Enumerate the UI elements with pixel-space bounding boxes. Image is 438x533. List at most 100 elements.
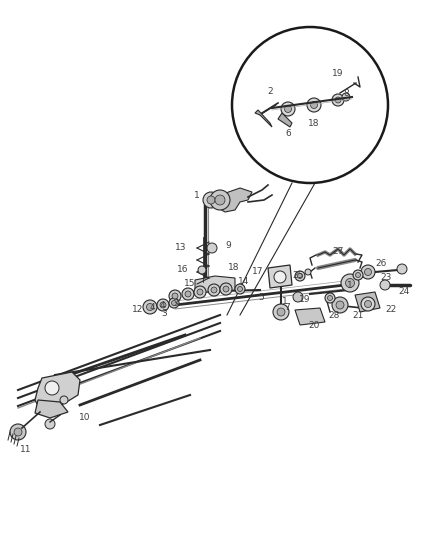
Circle shape — [364, 269, 371, 276]
Circle shape — [360, 297, 374, 311]
Circle shape — [306, 98, 320, 112]
Circle shape — [197, 289, 202, 295]
Circle shape — [169, 290, 180, 302]
Circle shape — [273, 271, 285, 283]
Text: 14: 14 — [237, 278, 249, 287]
Text: 4: 4 — [149, 303, 155, 311]
Circle shape — [45, 381, 59, 395]
Text: 22: 22 — [384, 305, 396, 314]
Circle shape — [45, 419, 55, 429]
Text: 18: 18 — [227, 263, 239, 272]
Text: 19: 19 — [332, 69, 343, 77]
Circle shape — [146, 303, 153, 311]
Circle shape — [379, 280, 389, 290]
Circle shape — [198, 266, 205, 274]
Circle shape — [360, 265, 374, 279]
Circle shape — [355, 272, 360, 278]
Circle shape — [10, 424, 26, 440]
Circle shape — [331, 297, 347, 313]
Text: 1: 1 — [194, 190, 200, 199]
Text: 12: 12 — [132, 305, 143, 314]
Circle shape — [208, 284, 219, 296]
Polygon shape — [35, 400, 68, 418]
Circle shape — [169, 298, 179, 308]
Circle shape — [272, 304, 288, 320]
Text: 24: 24 — [397, 287, 408, 296]
Polygon shape — [194, 276, 234, 292]
Circle shape — [202, 192, 219, 208]
Circle shape — [341, 93, 349, 101]
Circle shape — [215, 195, 225, 205]
Circle shape — [284, 106, 291, 112]
Text: 11: 11 — [20, 446, 32, 455]
Circle shape — [324, 293, 334, 303]
Circle shape — [327, 295, 332, 301]
Circle shape — [159, 302, 166, 308]
Circle shape — [310, 101, 317, 109]
Circle shape — [219, 283, 231, 295]
Text: 5: 5 — [258, 294, 263, 303]
Circle shape — [280, 102, 294, 116]
Circle shape — [292, 292, 302, 302]
Circle shape — [207, 196, 215, 204]
Circle shape — [297, 273, 302, 279]
Text: 17: 17 — [251, 268, 262, 277]
Circle shape — [182, 288, 194, 300]
Text: 26: 26 — [374, 260, 385, 269]
Circle shape — [184, 291, 191, 297]
Polygon shape — [218, 188, 251, 212]
Text: 20: 20 — [307, 321, 319, 330]
Polygon shape — [267, 265, 291, 288]
Circle shape — [223, 286, 229, 292]
Circle shape — [345, 279, 354, 287]
Circle shape — [276, 308, 284, 316]
Text: 19: 19 — [298, 295, 309, 304]
Circle shape — [157, 299, 169, 311]
Circle shape — [172, 293, 177, 299]
Polygon shape — [254, 110, 272, 127]
Text: 1: 1 — [282, 297, 287, 306]
Text: 25: 25 — [292, 271, 303, 279]
Circle shape — [14, 428, 22, 436]
Text: 18: 18 — [307, 118, 319, 127]
Circle shape — [352, 270, 362, 280]
Circle shape — [209, 190, 230, 210]
Text: 8: 8 — [343, 88, 348, 98]
Polygon shape — [277, 113, 291, 127]
Text: 10: 10 — [79, 414, 91, 423]
Circle shape — [234, 284, 244, 294]
Circle shape — [194, 286, 205, 298]
Circle shape — [334, 97, 340, 103]
Circle shape — [211, 287, 216, 293]
Circle shape — [294, 271, 304, 281]
Polygon shape — [35, 372, 80, 410]
Text: 13: 13 — [174, 244, 186, 253]
Polygon shape — [294, 308, 324, 325]
Circle shape — [207, 243, 216, 253]
Circle shape — [60, 396, 68, 404]
Text: 3: 3 — [172, 298, 177, 308]
Circle shape — [237, 287, 242, 292]
Circle shape — [331, 94, 343, 106]
Circle shape — [340, 274, 358, 292]
Text: 3: 3 — [161, 309, 166, 318]
Polygon shape — [354, 292, 379, 312]
Text: 21: 21 — [351, 311, 363, 320]
Text: 15: 15 — [183, 279, 194, 287]
Circle shape — [143, 300, 157, 314]
Text: 23: 23 — [379, 272, 391, 281]
Circle shape — [171, 301, 176, 305]
Text: 1: 1 — [346, 281, 352, 290]
Text: 7: 7 — [283, 303, 290, 312]
Text: 2: 2 — [267, 86, 272, 95]
Text: 4: 4 — [159, 301, 164, 310]
Text: 28: 28 — [328, 311, 339, 320]
Text: 16: 16 — [176, 265, 187, 274]
Text: 9: 9 — [225, 241, 230, 251]
Text: 27: 27 — [332, 247, 343, 256]
Circle shape — [364, 301, 371, 308]
Circle shape — [304, 269, 310, 275]
Circle shape — [396, 264, 406, 274]
Text: 6: 6 — [284, 128, 290, 138]
Circle shape — [335, 301, 343, 309]
